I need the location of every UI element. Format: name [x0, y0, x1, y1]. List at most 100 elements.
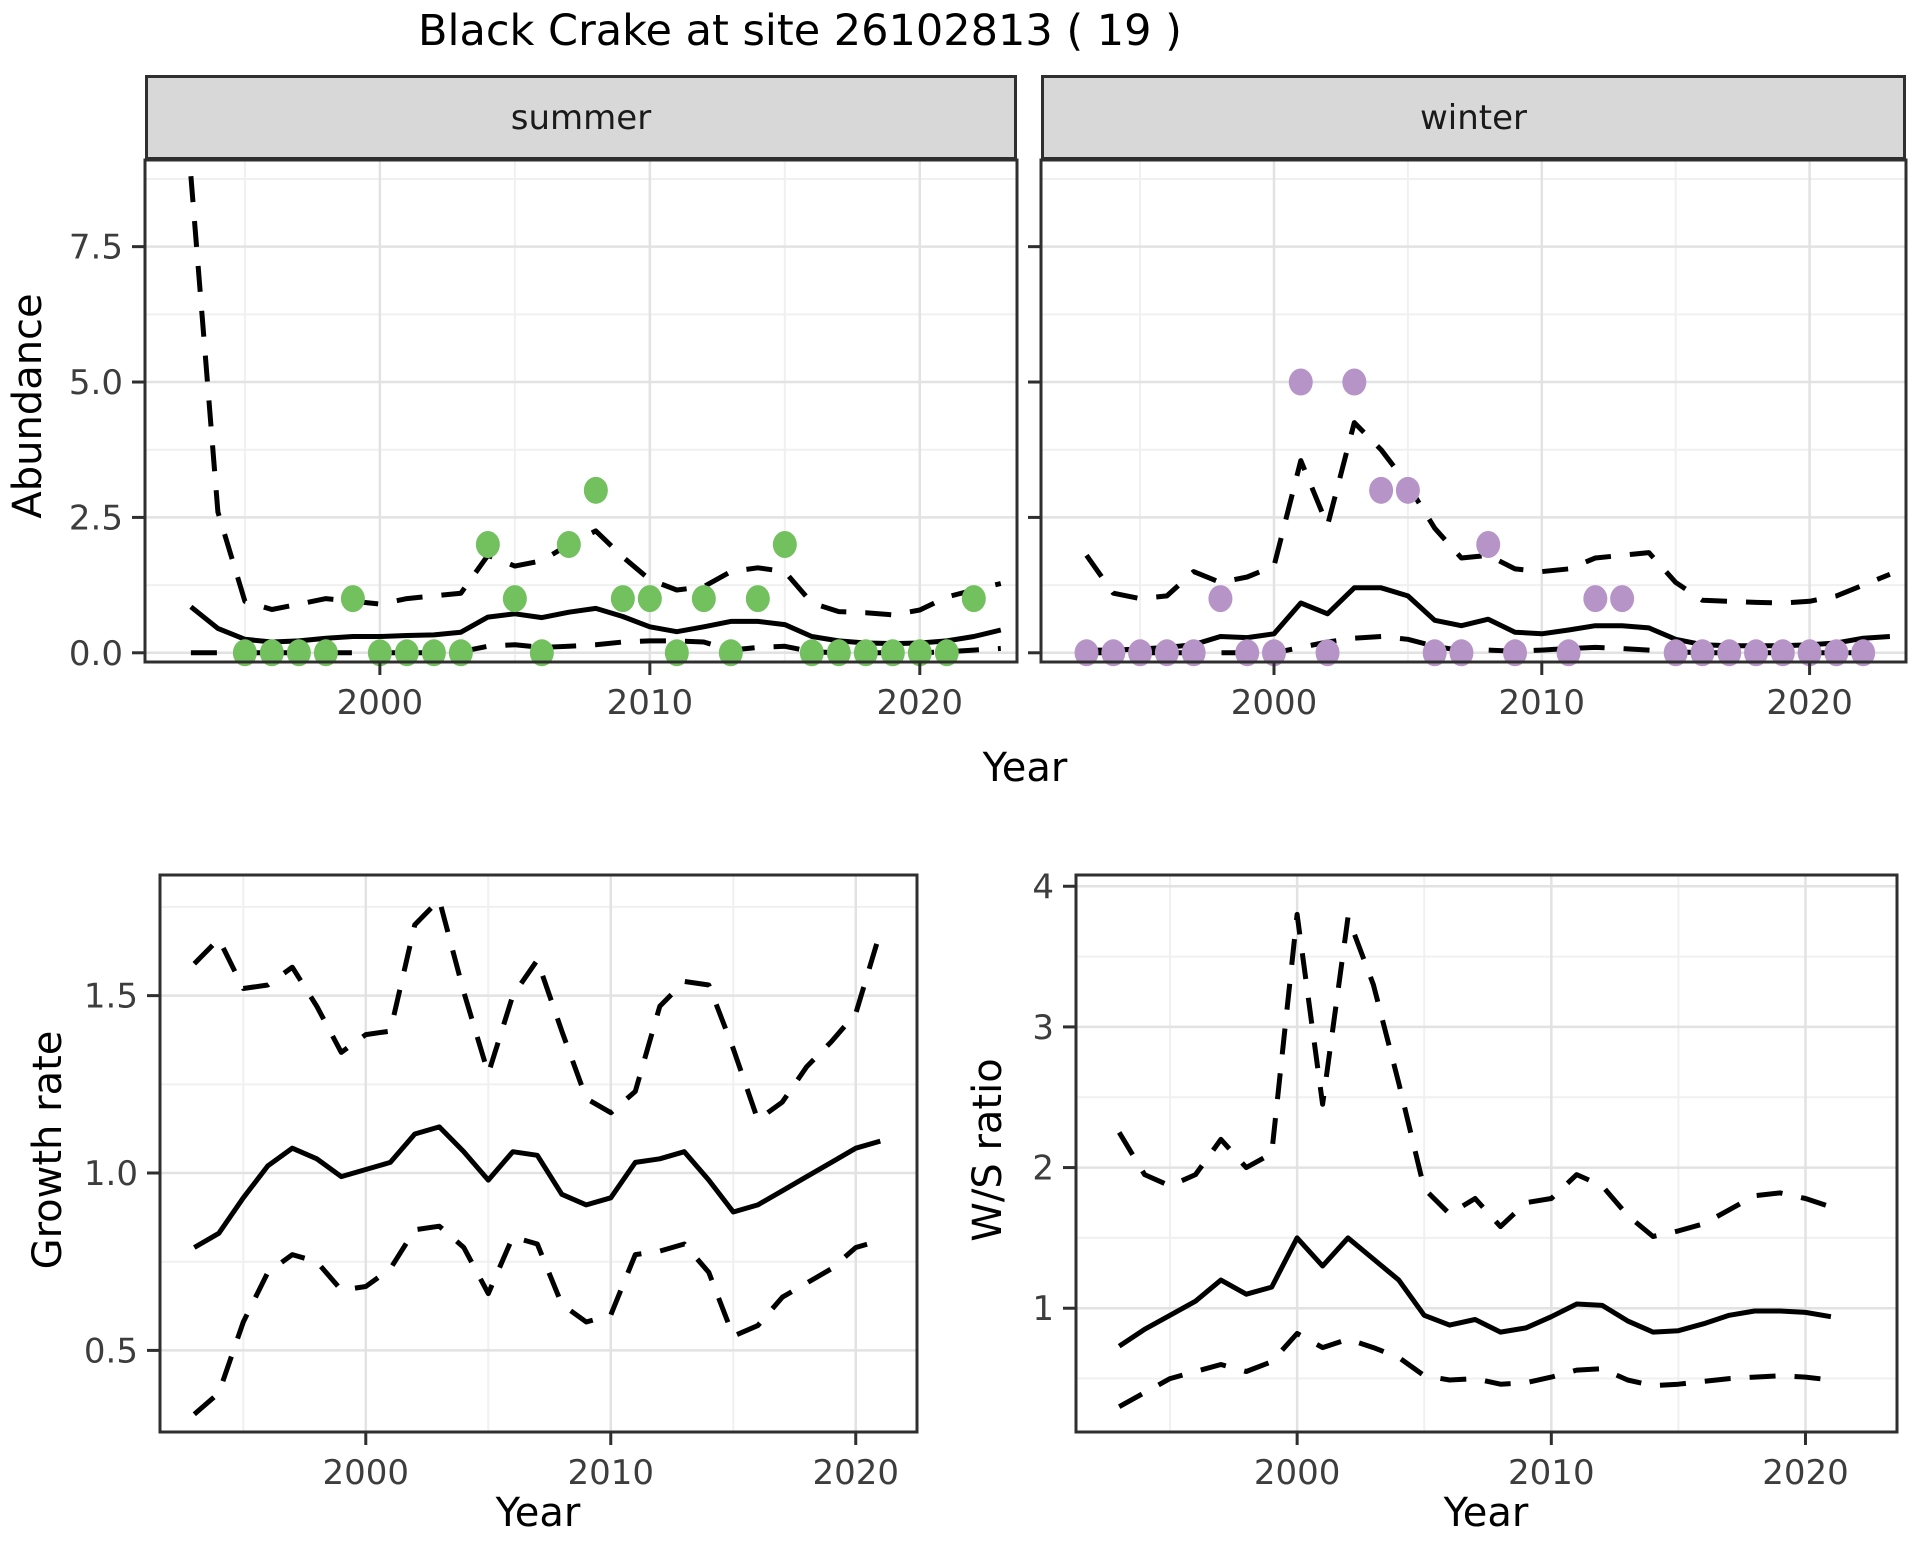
abundance_summer-point [799, 639, 824, 667]
abundance_summer-point [934, 639, 959, 667]
ws_ratio-panel-border [1074, 873, 1899, 1434]
abundance_winter-point [1395, 476, 1420, 504]
abundance_winter-point [1717, 639, 1742, 667]
abundance_winter-point [1770, 639, 1795, 667]
abundance_summer-point [313, 639, 338, 667]
abundance_summer-point [367, 639, 392, 667]
abundance_winter-upper_ci-line [1084, 420, 1891, 606]
x-tick-label: 2000 [323, 1453, 410, 1493]
y-tick-label: 1.0 [84, 1154, 138, 1194]
abundance_summer-point [394, 639, 419, 667]
abundance_winter-point [1610, 585, 1635, 613]
y-tick-label: 7.5 [69, 228, 123, 268]
y-tick-label: 1.5 [84, 977, 138, 1017]
abundance_winter-point [1101, 639, 1126, 667]
abundance_winter-point [1476, 530, 1501, 558]
abundance_summer-point [583, 476, 608, 504]
y-axis-title-abundance: Abundance [5, 293, 51, 519]
ws_ratio-lower_ci-line [1117, 1331, 1832, 1409]
x-tick-label: 2010 [1499, 683, 1586, 723]
abundance_winter-point [1128, 639, 1153, 667]
abundance_summer-point [772, 530, 797, 558]
abundance_winter-point [1449, 639, 1474, 667]
abundance_winter-point [1074, 639, 1099, 667]
growth_rate-mean-line [193, 1124, 881, 1250]
x-tick-label: 2000 [337, 683, 424, 723]
y-tick-label: 0.5 [84, 1331, 138, 1371]
abundance_winter-point [1503, 639, 1528, 667]
abundance_summer-point [718, 639, 743, 667]
abundance_winter-point [1824, 639, 1849, 667]
abundance_summer-point [853, 639, 878, 667]
abundance_summer-point [259, 639, 284, 667]
x-tick-label: 2000 [1231, 683, 1318, 723]
abundance_summer-panel-bg [145, 160, 1017, 662]
x-axis-title-year-top: Year [982, 745, 1068, 791]
abundance_summer-panel-border [143, 158, 1019, 664]
abundance_summer-upper_ci-line [188, 175, 1002, 618]
x-axis-title-year-growth: Year [495, 1490, 581, 1536]
abundance_winter-point [1690, 639, 1715, 667]
x-tick-label: 2010 [1508, 1453, 1595, 1493]
y-tick-label: 2 [1032, 1149, 1054, 1189]
abundance_summer-point [448, 639, 473, 667]
y-tick-label: 4 [1032, 867, 1054, 907]
y-axis-title-ws-ratio: W/S ratio [965, 1058, 1011, 1242]
abundance_summer-point [610, 585, 635, 613]
abundance_summer-point [556, 530, 581, 558]
abundance_winter-point [1851, 639, 1876, 667]
abundance_summer-point [880, 639, 905, 667]
abundance_winter-point [1315, 639, 1340, 667]
x-tick-label: 2010 [607, 683, 694, 723]
x-tick-label: 2010 [568, 1453, 655, 1493]
abundance_summer-point [475, 530, 500, 558]
abundance_winter-point [1208, 585, 1233, 613]
y-tick-label: 1 [1032, 1289, 1054, 1329]
abundance_winter-point [1556, 639, 1581, 667]
abundance_winter-point [1181, 639, 1206, 667]
abundance_summer-point [664, 639, 689, 667]
abundance_summer-point [637, 585, 662, 613]
x-tick-label: 2020 [812, 1453, 899, 1493]
abundance_summer-point [529, 639, 554, 667]
y-tick-label: 3 [1032, 1008, 1054, 1048]
abundance_winter-point [1422, 639, 1447, 667]
growth_rate-lower_ci-line [192, 1223, 881, 1417]
abundance_winter-point [1235, 639, 1260, 667]
abundance_summer-point [421, 639, 446, 667]
abundance_winter-panel-bg [1041, 160, 1906, 662]
facet-label-summer: summer [510, 97, 652, 138]
x-axis-title-year-ws: Year [1443, 1490, 1529, 1536]
abundance_winter-point [1744, 639, 1769, 667]
x-tick-label: 2020 [1762, 1453, 1849, 1493]
y-axis-title-growth-rate: Growth rate [25, 1030, 71, 1270]
abundance_winter-point [1797, 639, 1822, 667]
abundance_summer-point [340, 585, 365, 613]
abundance_winter-panel-border [1039, 158, 1908, 664]
x-tick-label: 2020 [877, 683, 964, 723]
abundance_summer-point [286, 639, 311, 667]
abundance_winter-point [1288, 368, 1313, 396]
abundance_winter-point [1663, 639, 1688, 667]
abundance_summer-point [961, 585, 986, 613]
abundance_summer-point [907, 639, 932, 667]
facet-strip-summer: summer [145, 75, 1017, 160]
abundance_summer-point [691, 585, 716, 613]
abundance_winter-point [1583, 585, 1608, 613]
x-tick-label: 2000 [1254, 1453, 1341, 1493]
y-tick-label: 2.5 [69, 498, 123, 538]
y-tick-label: 5.0 [69, 363, 123, 403]
y-tick-label: 0.0 [69, 634, 123, 674]
abundance_summer-point [502, 585, 527, 613]
facet-label-winter: winter [1419, 97, 1528, 138]
abundance_winter-point [1369, 476, 1394, 504]
growth_rate-panel-border [158, 873, 919, 1434]
abundance_winter-point [1342, 368, 1367, 396]
abundance_summer-point [232, 639, 257, 667]
ws_ratio-mean-line [1117, 1235, 1832, 1349]
facet-strip-winter: winter [1041, 75, 1906, 160]
ws_ratio-upper_ci-line [1117, 911, 1832, 1239]
abundance_summer-point [745, 585, 770, 613]
